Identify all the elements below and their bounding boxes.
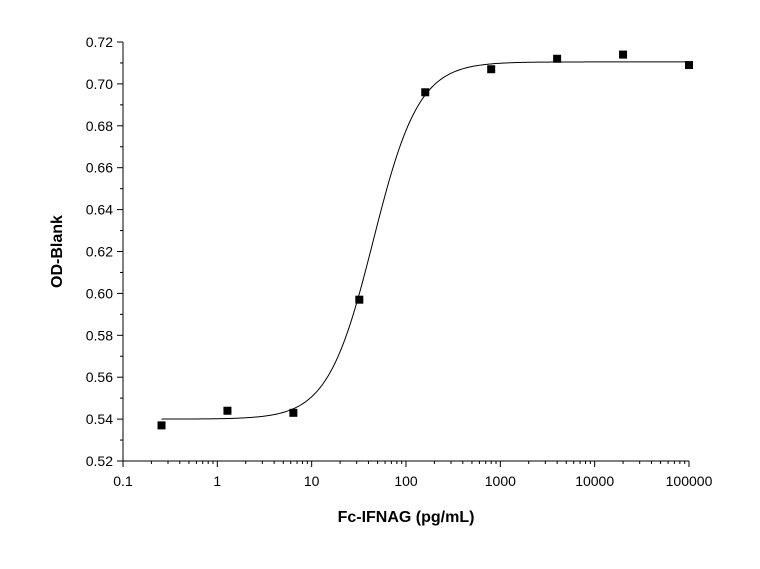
x-axis-title: Fc-IFNAG (pg/mL) xyxy=(338,509,475,526)
y-tick-label: 0.66 xyxy=(86,160,113,176)
data-point xyxy=(157,421,166,430)
x-tick-label: 100 xyxy=(394,473,418,489)
data-point xyxy=(223,406,232,415)
y-tick-label: 0.72 xyxy=(86,34,113,50)
data-point xyxy=(355,295,364,304)
x-tick-label: 1000 xyxy=(485,473,516,489)
y-tick-label: 0.54 xyxy=(86,411,113,427)
y-tick-label: 0.70 xyxy=(86,76,113,92)
y-tick-label: 0.60 xyxy=(86,285,113,301)
x-tick-label: 100000 xyxy=(666,473,713,489)
data-point xyxy=(487,65,496,74)
data-point xyxy=(421,88,430,97)
x-tick-label: 0.1 xyxy=(113,473,133,489)
data-points xyxy=(157,50,693,430)
x-tick-label: 10000 xyxy=(575,473,614,489)
data-point xyxy=(289,408,298,417)
y-tick-label: 0.62 xyxy=(86,244,113,260)
x-ticks: 0.1 1 10 100 1000 10000 100000 xyxy=(113,461,713,489)
data-point xyxy=(619,50,628,59)
x-tick-label: 10 xyxy=(304,473,320,489)
x-tick-label: 1 xyxy=(213,473,221,489)
y-tick-label: 0.52 xyxy=(86,453,113,469)
fit-curve xyxy=(161,61,689,420)
y-tick-label: 0.68 xyxy=(86,118,113,134)
axes xyxy=(122,42,689,462)
y-tick-label: 0.64 xyxy=(86,202,113,218)
y-tick-label: 0.56 xyxy=(86,369,113,385)
data-point xyxy=(685,61,693,70)
y-axis-title: OD-Blank xyxy=(49,215,66,288)
y-tick-label: 0.58 xyxy=(86,327,113,343)
y-ticks: 0.52 0.54 0.56 0.58 0.60 0.62 0.64 0.66 0.68 0.70… xyxy=(86,34,123,469)
data-point xyxy=(553,54,562,63)
